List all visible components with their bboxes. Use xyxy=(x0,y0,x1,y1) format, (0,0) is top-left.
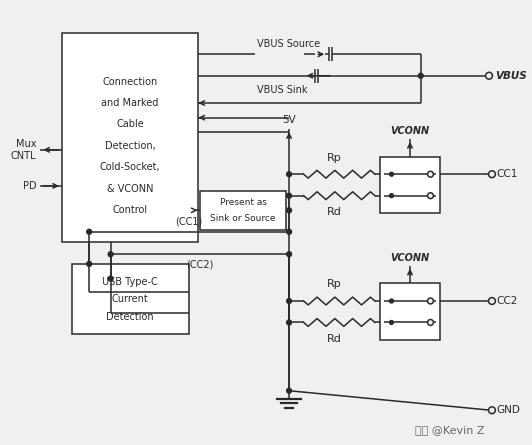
Circle shape xyxy=(287,320,292,325)
Text: VCONN: VCONN xyxy=(390,253,429,263)
Circle shape xyxy=(488,171,495,178)
Circle shape xyxy=(287,299,292,303)
Circle shape xyxy=(287,193,292,198)
Text: (CC1): (CC1) xyxy=(176,217,203,227)
FancyBboxPatch shape xyxy=(380,283,440,340)
Text: 知乎 @Kevin Z: 知乎 @Kevin Z xyxy=(415,425,485,435)
Circle shape xyxy=(488,298,495,304)
Text: & VCONN: & VCONN xyxy=(107,184,153,194)
Circle shape xyxy=(87,262,92,267)
Text: 5V: 5V xyxy=(282,115,296,125)
Circle shape xyxy=(486,73,493,79)
Text: Current: Current xyxy=(112,294,148,304)
Text: Rp: Rp xyxy=(327,153,342,162)
Text: USB Type-C: USB Type-C xyxy=(102,276,158,287)
Text: Present as: Present as xyxy=(220,198,267,207)
Circle shape xyxy=(389,320,394,324)
FancyBboxPatch shape xyxy=(72,264,189,334)
Text: VBUS Sink: VBUS Sink xyxy=(257,85,307,96)
Circle shape xyxy=(389,194,394,198)
Circle shape xyxy=(389,172,394,176)
Text: CC1: CC1 xyxy=(497,169,518,179)
Text: CC2: CC2 xyxy=(497,296,518,306)
Circle shape xyxy=(108,252,113,257)
Circle shape xyxy=(428,193,434,198)
FancyBboxPatch shape xyxy=(201,191,286,230)
Text: Detection,: Detection, xyxy=(105,141,155,151)
Text: Cable: Cable xyxy=(117,120,144,129)
Text: GND: GND xyxy=(497,405,521,415)
Circle shape xyxy=(418,73,423,78)
Text: Rd: Rd xyxy=(327,334,342,344)
Text: Control: Control xyxy=(113,205,148,215)
FancyBboxPatch shape xyxy=(62,33,198,243)
Text: (CC2): (CC2) xyxy=(186,259,213,269)
Circle shape xyxy=(287,172,292,177)
FancyBboxPatch shape xyxy=(380,157,440,213)
Circle shape xyxy=(287,252,292,257)
Text: Mux
CNTL: Mux CNTL xyxy=(11,139,37,161)
Text: Cold-Socket,: Cold-Socket, xyxy=(100,162,161,172)
Circle shape xyxy=(287,229,292,234)
Text: VCONN: VCONN xyxy=(390,126,429,136)
Text: VBUS: VBUS xyxy=(495,71,527,81)
Circle shape xyxy=(428,171,434,177)
Text: PD: PD xyxy=(23,181,37,191)
Circle shape xyxy=(287,208,292,213)
Text: Rp: Rp xyxy=(327,279,342,289)
Circle shape xyxy=(87,229,92,234)
Circle shape xyxy=(428,320,434,325)
Text: VBUS Source: VBUS Source xyxy=(257,40,320,49)
Circle shape xyxy=(389,299,394,303)
Circle shape xyxy=(108,276,113,281)
Text: Sink or Source: Sink or Source xyxy=(211,214,276,222)
Circle shape xyxy=(488,407,495,414)
Text: and Marked: and Marked xyxy=(102,98,159,108)
Circle shape xyxy=(428,298,434,304)
Text: Detection: Detection xyxy=(106,312,154,322)
Text: Rd: Rd xyxy=(327,207,342,218)
Text: Connection: Connection xyxy=(103,77,158,87)
Circle shape xyxy=(287,388,292,393)
